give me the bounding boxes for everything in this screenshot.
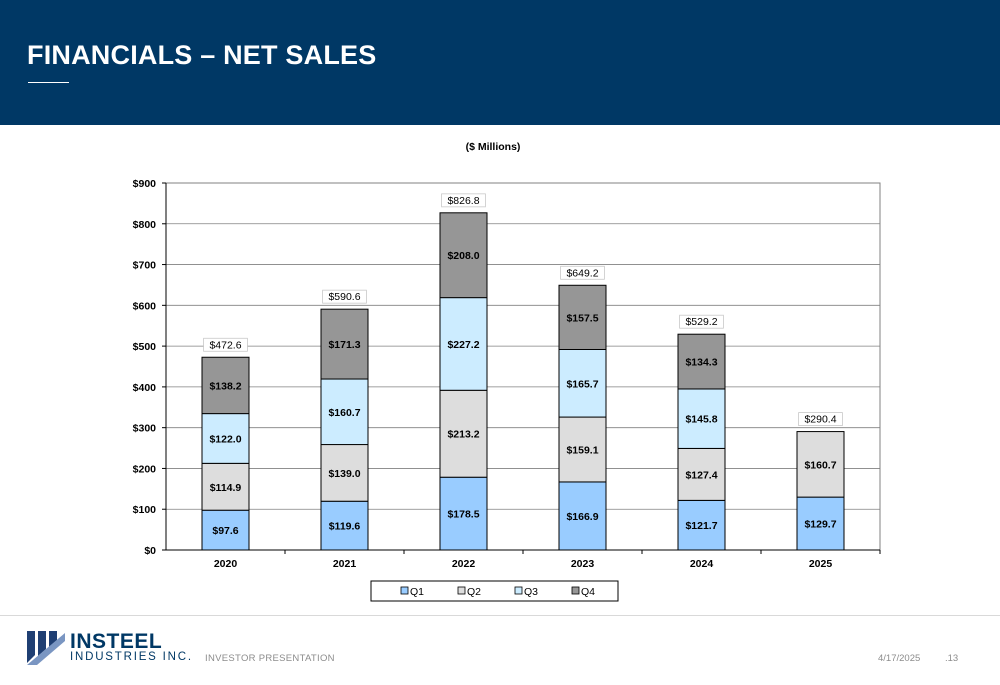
chart-area: ($ Millions) $0 $100 $200 $300 $400 $500 $600 $7… [0, 125, 1000, 615]
footer-divider [0, 615, 1000, 616]
data-label: $227.2 [447, 339, 479, 351]
total-label-box [560, 265, 605, 280]
total-label-box [322, 289, 367, 304]
data-label: $122.0 [209, 433, 241, 445]
legend-swatch-q1 [400, 586, 409, 595]
header-banner: FINANCIALS – NET SALES [0, 0, 1000, 125]
data-label: $138.2 [209, 380, 241, 392]
bar-segment-q1 [201, 509, 250, 551]
data-label: $208.0 [447, 250, 479, 262]
bar-segment-q2 [558, 416, 607, 483]
y-tick-label: $800 [133, 219, 157, 231]
company-logo: INSTEEL INDUSTRIES INC. [27, 630, 207, 670]
bar-segment-q3 [201, 413, 250, 464]
y-tick-label: $0 [144, 545, 156, 557]
total-label: $290.4 [804, 414, 836, 426]
y-tick-label: $500 [133, 341, 157, 353]
x-tick-label: 2023 [571, 558, 595, 570]
data-label: $171.3 [328, 339, 360, 351]
bar-segment-q2 [796, 431, 845, 498]
x-tick-label: 2020 [214, 558, 238, 570]
data-label: $129.7 [804, 519, 836, 531]
footer-label: INVESTOR PRESENTATION [205, 653, 335, 664]
data-label: $178.5 [447, 509, 479, 521]
data-label: $157.5 [566, 312, 598, 324]
total-label: $529.2 [685, 316, 717, 328]
logo-name: INSTEEL [70, 630, 163, 653]
bar-segment-q4 [439, 212, 488, 299]
x-tick-label: 2022 [452, 558, 476, 570]
legend-swatch-q4 [571, 586, 580, 595]
bar-segment-q4 [201, 356, 250, 415]
page-title: FINANCIALS – NET SALES [27, 40, 377, 70]
total-label-box [441, 193, 486, 208]
logo-subtitle: INDUSTRIES INC. [70, 651, 193, 663]
x-tick-label: 2025 [809, 558, 833, 570]
bar-segment-q2 [320, 444, 369, 502]
y-tick-label: $400 [133, 382, 157, 394]
bar-segment-q3 [558, 348, 607, 418]
bar-segment-q1 [677, 499, 726, 551]
y-tick-label: $100 [133, 504, 157, 516]
total-label: $826.8 [447, 195, 479, 207]
y-tick-label: $600 [133, 300, 157, 312]
data-label: $145.8 [685, 414, 717, 426]
total-label: $649.2 [566, 267, 598, 279]
x-tick-label: 2024 [690, 558, 714, 570]
data-label: $166.9 [566, 511, 598, 523]
total-label-box [798, 412, 843, 426]
title-underline [28, 82, 69, 83]
total-label: $472.6 [209, 339, 241, 351]
bar-segment-q4 [320, 308, 369, 380]
legend-label-q1: Q1 [410, 586, 424, 598]
legend [370, 580, 619, 602]
total-label-box [203, 337, 248, 352]
bar-segment-q3 [320, 378, 369, 446]
data-label: $127.4 [685, 469, 717, 481]
bar-segment-q3 [439, 297, 488, 391]
total-label-box [679, 314, 724, 329]
data-label: $121.7 [685, 520, 717, 532]
y-tick-label: $700 [133, 260, 157, 272]
data-label: $160.7 [328, 407, 360, 419]
page-number: .13 [945, 653, 959, 664]
footer-date: 4/17/2025 [878, 653, 921, 664]
data-label: $97.6 [212, 525, 238, 537]
bar-segment-q3 [677, 388, 726, 449]
legend-swatch-q2 [457, 586, 466, 595]
data-label: $159.1 [566, 445, 598, 457]
data-label: $160.7 [804, 459, 836, 471]
y-tick-label: $300 [133, 423, 157, 435]
data-label: $134.3 [685, 357, 717, 369]
data-label: $213.2 [447, 429, 479, 441]
plot-area [165, 182, 881, 551]
legend-label-q3: Q3 [524, 586, 538, 598]
bar-segment-q2 [439, 389, 488, 478]
chart-title: ($ Millions) [466, 141, 521, 153]
legend-label-q2: Q2 [467, 586, 481, 598]
bar-segment-q1 [320, 500, 369, 551]
bar-segment-q4 [558, 284, 607, 350]
data-label: $114.9 [210, 482, 242, 494]
bar-segment-q1 [558, 481, 607, 551]
data-label: $165.7 [566, 378, 598, 390]
bar-segment-q4 [677, 333, 726, 390]
y-tick-label: $200 [133, 463, 157, 475]
y-tick-label: $900 [133, 178, 157, 190]
x-tick-label: 2021 [333, 558, 357, 570]
data-label: $119.6 [329, 521, 361, 533]
legend-swatch-q3 [514, 586, 523, 595]
bar-segment-q2 [677, 447, 726, 501]
data-label: $139.0 [328, 468, 360, 480]
bar-segment-q1 [439, 476, 488, 551]
legend-label-q4: Q4 [581, 586, 595, 598]
total-label: $590.6 [328, 291, 360, 303]
logo-mark-icon [27, 631, 65, 665]
net-sales-chart: ($ Millions) $0 $100 $200 $300 $400 $500 $600 $7… [133, 141, 881, 602]
